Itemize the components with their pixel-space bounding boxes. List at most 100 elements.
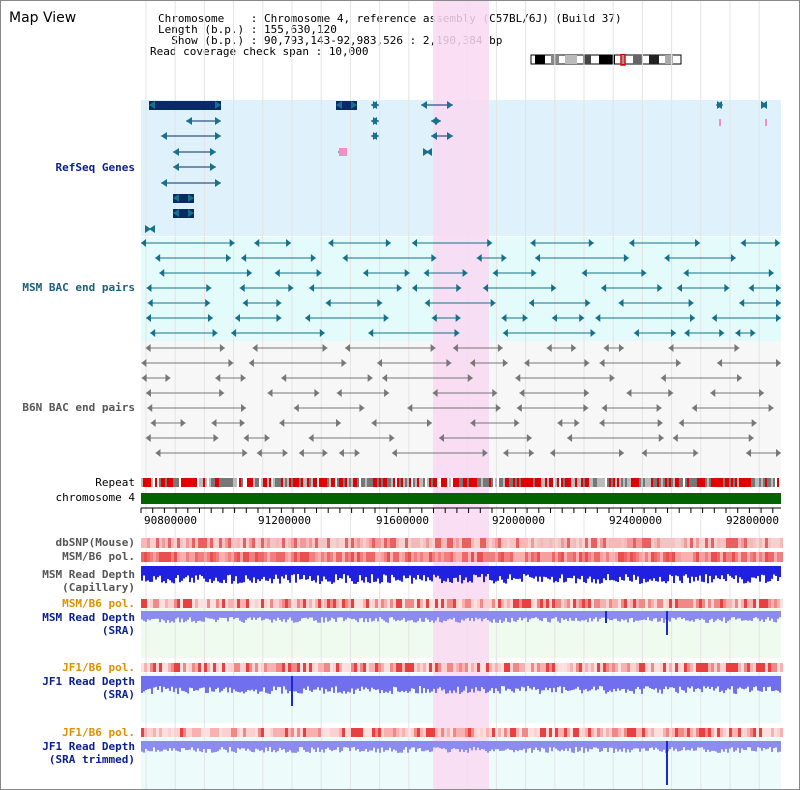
read-depth-bar [229,566,231,575]
repeat-block [643,478,645,487]
read-depth-bar [391,741,393,752]
bac-end-pair [619,449,625,457]
heat-cell [456,538,459,548]
repeat-block [211,478,213,487]
read-depth-bar [375,566,377,582]
read-depth-bar [381,566,383,583]
repeat-block [759,478,761,487]
repeat-block [623,478,625,487]
track-label-chromosome: chromosome 4 [55,491,135,504]
heat-cell [636,552,639,562]
read-depth-bar [339,611,341,618]
read-depth-bar [741,566,743,580]
heat-cell [312,663,315,672]
bac-end-pair [660,374,666,382]
repeat-block [775,478,777,487]
bac-end-pair [609,374,615,382]
heat-cell [612,552,615,562]
heat-cell [411,728,414,737]
read-depth-bar [481,611,483,622]
repeat-block [355,478,357,487]
read-depth-bar [161,741,163,752]
read-depth-bar [675,741,677,749]
heat-cell [387,552,390,562]
heat-cell [255,552,258,562]
read-depth-bar [577,741,579,752]
track-label-dbsnp: dbSNP(Mouse) [55,536,135,549]
read-depth-bar [163,676,165,687]
read-depth-bar [673,676,675,689]
read-depth-bar [745,676,747,689]
read-depth-bar [591,566,593,583]
heat-cell [510,552,513,562]
bac-end-pair [180,419,186,427]
heat-cell [657,538,660,548]
repeat-block [409,478,411,487]
heat-cell [657,728,660,737]
bac-end-pair [503,449,509,457]
bac-end-pair [328,239,334,247]
heat-cell [405,538,408,548]
gene-feature [215,179,221,187]
heat-cell [549,552,552,562]
read-depth-bar [709,611,711,620]
heat-cell [714,599,717,608]
bac-end-pair [279,419,285,427]
heat-cell [321,538,324,548]
heat-cell [165,663,168,672]
heat-cell [729,599,732,608]
heat-cell [501,599,504,608]
read-depth-bar [219,566,221,583]
read-depth-bar [645,676,647,687]
read-depth-bar [677,741,679,752]
read-depth-bar [701,611,703,619]
heat-cell [270,552,273,562]
heat-cell [633,599,636,608]
read-depth-bar [475,611,477,618]
read-depth-bar [703,741,705,750]
read-depth-bar [239,611,241,621]
read-depth-bar [533,676,535,688]
read-depth-bar [583,611,585,621]
read-depth-bar [587,611,589,623]
heat-cell [525,599,528,608]
read-depth-bar [407,741,409,753]
heat-cell [507,599,510,608]
heat-cell [768,552,771,562]
read-depth-bar [387,676,389,693]
heat-cell [459,599,462,608]
axis-tick-label: 91600000 [376,514,429,527]
heat-cell [291,663,294,672]
heat-cell [198,552,201,562]
read-depth-bar [599,611,601,619]
repeat-block [307,478,309,487]
heat-cell [294,728,297,737]
heat-cell [756,663,759,672]
read-depth-bar [157,676,159,691]
track-label-jf1-depth-trim-2: (SRA trimmed) [48,753,135,766]
read-depth-bar [145,676,147,691]
heat-cell [345,728,348,737]
read-depth-bar [369,566,371,584]
read-depth-bar [617,741,619,752]
heat-cell [534,552,537,562]
repeat-block [191,478,193,487]
heat-cell [717,728,720,737]
read-depth-bar [305,676,307,690]
heat-cell [363,599,366,608]
read-depth-bar [145,566,147,582]
read-depth-bar [619,566,621,577]
read-depth-bar [251,611,253,620]
heat-cell [378,728,381,737]
read-depth-bar [535,741,537,748]
heat-cell [303,663,306,672]
read-depth-bar [673,611,675,619]
heat-cell [315,552,318,562]
heat-cell [621,538,624,548]
repeat-block [613,478,615,487]
heat-cell [204,663,207,672]
read-depth-bar [257,611,259,618]
heat-cell [381,728,384,737]
read-depth-bar [763,741,765,748]
